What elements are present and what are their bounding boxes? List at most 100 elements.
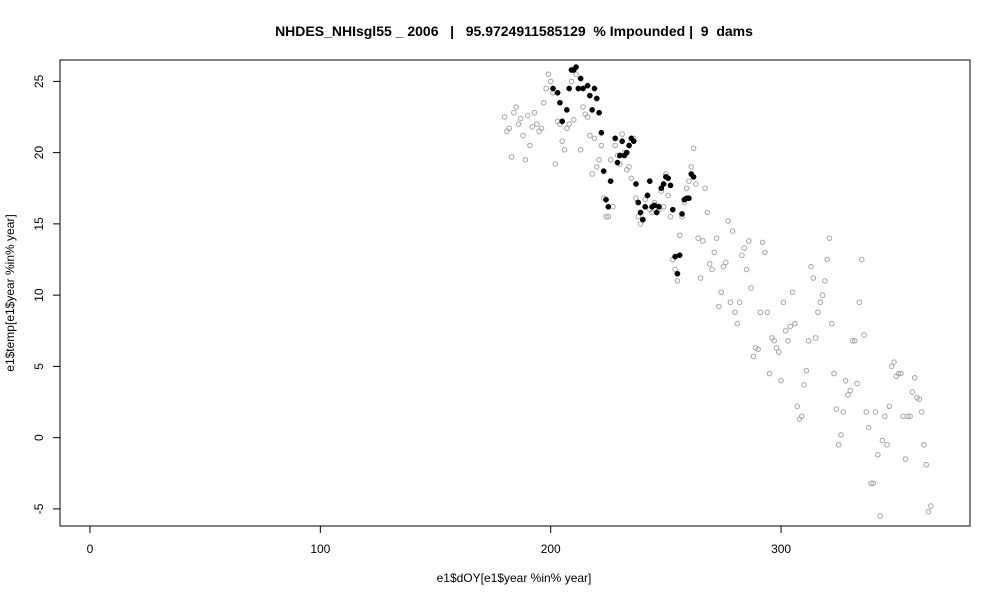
data-point-filled [550, 85, 556, 92]
data-point-open [842, 377, 849, 384]
data-point-open [720, 263, 727, 270]
y-tick-label: 10 [32, 288, 46, 302]
data-point-open [773, 345, 780, 351]
data-point-open [819, 292, 826, 298]
data-point-open [911, 374, 918, 381]
data-point-filled [676, 252, 683, 259]
data-point-open [810, 275, 817, 281]
data-point-open [612, 142, 619, 149]
data-point-open [513, 104, 519, 110]
data-point-filled [580, 85, 586, 92]
data-point-filled [596, 109, 602, 116]
data-point-filled [607, 178, 614, 184]
data-point-open [527, 142, 533, 149]
data-point-open [824, 256, 830, 263]
y-tick-label: 20 [32, 146, 46, 160]
data-point-open [584, 114, 591, 120]
data-point-open [660, 203, 667, 210]
data-point-filled [665, 175, 672, 182]
data-point-open [699, 238, 706, 244]
data-point-open [607, 156, 614, 163]
x-axis-label: e1$dOY[e1$year %in% year] [437, 571, 592, 585]
data-point-open [517, 115, 524, 122]
data-point-open [868, 480, 874, 487]
data-point-open [828, 320, 835, 327]
y-tick-label: 0 [32, 434, 46, 441]
data-point-filled [660, 181, 667, 187]
data-point-open [757, 309, 764, 316]
data-point-filled [600, 168, 607, 175]
data-point-open [886, 403, 893, 410]
data-point-open [847, 387, 854, 394]
data-point-filled [598, 129, 605, 136]
data-point-open [605, 213, 612, 220]
data-point-open [718, 289, 724, 296]
data-point-open [589, 171, 595, 177]
data-point-open [888, 363, 895, 370]
y-tick-label: 15 [32, 217, 46, 231]
data-point-open [619, 131, 625, 137]
data-point-open [803, 367, 810, 374]
data-point-filled [577, 75, 584, 82]
data-point-open [918, 409, 925, 415]
data-point-open [570, 117, 577, 123]
data-point-open [884, 441, 890, 448]
data-point-filled [686, 195, 692, 202]
data-point-open [780, 299, 787, 306]
data-point-open [534, 121, 540, 127]
data-point-open [764, 309, 771, 316]
data-point-filled [623, 149, 630, 156]
data-point-open [511, 109, 517, 116]
data-point-open [794, 403, 801, 410]
data-point-open [713, 235, 720, 241]
data-point-open [727, 299, 734, 306]
data-point-open [902, 456, 909, 462]
data-point-open [907, 413, 913, 420]
data-point-open [879, 437, 886, 444]
data-point-open [690, 145, 697, 152]
data-point-filled [637, 209, 644, 216]
data-point-open [676, 232, 683, 239]
x-axis: 0 100 200 300 [87, 525, 791, 556]
data-point-open [854, 380, 860, 387]
data-point-open [904, 413, 911, 420]
x-tick-label: 300 [771, 542, 791, 556]
data-point-open [789, 289, 796, 296]
data-point-open [587, 132, 593, 139]
data-point-open [872, 409, 879, 415]
data-point-open [909, 389, 916, 395]
data-point-open [637, 221, 644, 227]
data-point-open [635, 213, 642, 220]
data-point-open [928, 503, 934, 509]
data-point-open [856, 299, 863, 306]
data-point-filled [619, 138, 625, 145]
data-point-open [778, 377, 784, 384]
data-point-open [891, 359, 897, 365]
data-point-filled [642, 203, 649, 210]
data-point-filled [557, 99, 563, 106]
data-point-open [898, 370, 904, 377]
data-point-open [552, 161, 559, 167]
data-point-filled [573, 64, 579, 70]
chart-title: NHDES_NHIsgl55 _ 2006 | 95.9724911585129… [275, 23, 753, 39]
data-point-open [529, 124, 536, 130]
data-point-open [610, 203, 616, 210]
data-point-filled [679, 211, 685, 217]
data-point-filled [593, 95, 600, 102]
x-tick-label: 100 [310, 542, 330, 556]
data-point-open [870, 480, 877, 487]
data-point-open [704, 209, 711, 216]
data-point-open [722, 259, 729, 266]
data-point-open [831, 370, 837, 377]
data-point-open [849, 337, 856, 344]
data-point-open [711, 249, 718, 256]
data-point-open [674, 278, 681, 284]
data-point-open [603, 213, 609, 220]
data-point-open [545, 71, 552, 78]
data-point-open [817, 299, 824, 306]
data-point-filled [656, 203, 662, 210]
data-point-open [858, 256, 865, 263]
data-point-filled [612, 135, 619, 142]
data-point-filled [584, 82, 591, 89]
